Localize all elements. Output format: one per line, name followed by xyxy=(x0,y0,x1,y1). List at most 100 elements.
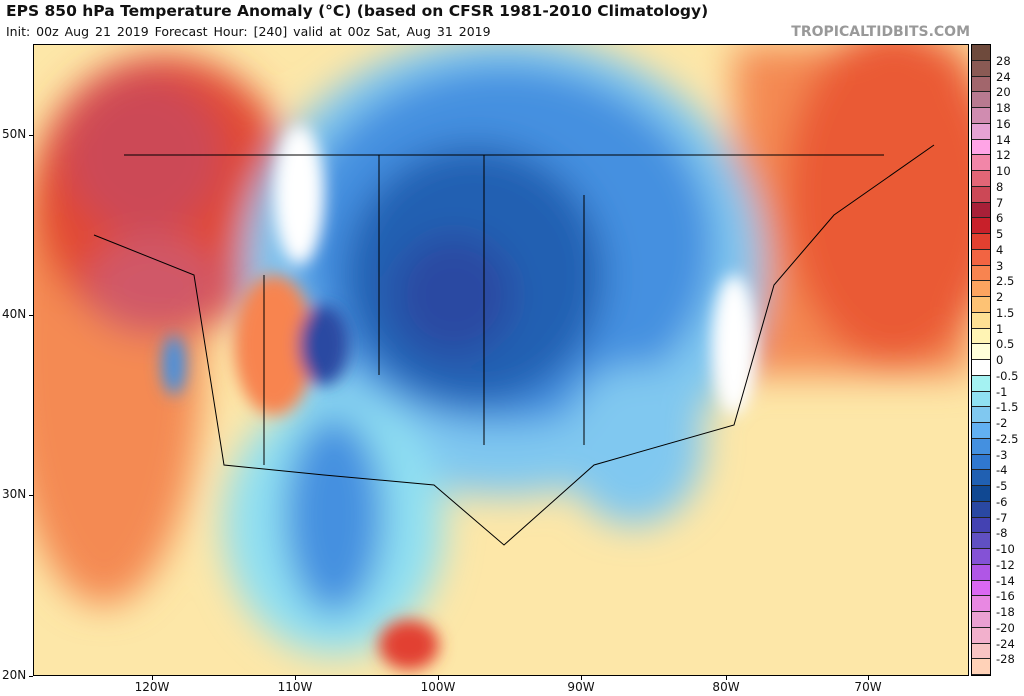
colorbar-segment xyxy=(972,375,990,392)
colorbar-label: 2 xyxy=(996,290,1004,304)
longitude-label: 100W xyxy=(420,680,456,694)
colorbar-label: 3 xyxy=(996,258,1004,273)
colorbar-segment xyxy=(972,281,990,297)
latitude-label: 20N xyxy=(2,668,27,682)
colorbar-label: -1.5 xyxy=(996,400,1019,415)
colorbar-label: 1.5 xyxy=(996,305,1015,320)
colorbar-label: -5 xyxy=(996,479,1008,493)
colorbar-segment xyxy=(972,186,990,203)
colorbar-segment xyxy=(972,612,990,628)
longitude-label: 120W xyxy=(134,680,170,694)
latitude-label: 50N xyxy=(2,127,27,141)
colorbar-segment xyxy=(972,108,990,124)
colorbar-segment xyxy=(972,312,990,329)
colorbar-segment xyxy=(972,92,990,108)
colorbar-segment xyxy=(972,202,990,219)
map-field xyxy=(34,45,968,675)
colorbar-label: 24 xyxy=(996,69,1011,84)
colorbar-label: 2.5 xyxy=(996,274,1015,289)
temperature-anomaly-map xyxy=(33,44,969,676)
colorbar xyxy=(971,44,991,676)
axis-tick xyxy=(726,676,727,680)
colorbar-label: 20 xyxy=(996,85,1011,100)
colorbar-segment xyxy=(972,454,990,471)
colorbar-segment xyxy=(972,470,990,486)
colorbar-label: 14 xyxy=(996,132,1011,147)
colorbar-label: 6 xyxy=(996,211,1004,226)
colorbar-segment xyxy=(972,123,990,140)
colorbar-segment xyxy=(972,533,990,549)
axis-tick xyxy=(29,495,33,496)
colorbar-label: -14 xyxy=(996,573,1015,588)
axis-tick xyxy=(295,676,296,680)
colorbar-segment xyxy=(972,423,990,439)
colorbar-segment xyxy=(972,139,990,156)
colorbar-segment xyxy=(972,564,990,581)
latitude-label: 30N xyxy=(2,487,27,501)
colorbar-segment xyxy=(972,234,990,250)
colorbar-segment xyxy=(972,249,990,266)
colorbar-segment xyxy=(972,360,990,376)
colorbar-label: -3 xyxy=(996,447,1008,462)
colorbar-label: 16 xyxy=(996,116,1011,131)
colorbar-label: -0.5 xyxy=(996,368,1019,383)
axis-tick xyxy=(581,676,582,680)
colorbar-segment xyxy=(972,580,990,597)
colorbar-label: -12 xyxy=(996,557,1015,572)
colorbar-segment xyxy=(972,486,990,502)
colorbar-segment xyxy=(972,265,990,282)
colorbar-label: -2 xyxy=(996,416,1008,430)
colorbar-segment xyxy=(972,627,990,644)
colorbar-label: -28 xyxy=(996,652,1015,667)
colorbar-segment xyxy=(972,517,990,534)
colorbar-segment xyxy=(972,60,990,77)
colorbar-segment xyxy=(972,659,990,675)
colorbar-label: -20 xyxy=(996,620,1015,635)
axis-tick xyxy=(868,676,869,680)
colorbar-segment xyxy=(972,501,990,518)
colorbar-label: 0.5 xyxy=(996,337,1015,352)
axis-tick xyxy=(152,676,153,680)
colorbar-segment xyxy=(972,438,990,455)
colorbar-segment xyxy=(972,297,990,313)
colorbar-label: -8 xyxy=(996,526,1008,541)
map-subtitle: Init: 00z Aug 21 2019 Forecast Hour: [24… xyxy=(6,24,491,39)
brand-watermark: TROPICALTIDBITS.COM xyxy=(791,24,970,40)
colorbar-label: -6 xyxy=(996,494,1008,509)
colorbar-segment xyxy=(972,171,990,187)
colorbar-segment xyxy=(972,344,990,360)
colorbar-segment xyxy=(972,643,990,660)
colorbar-label: -16 xyxy=(996,589,1015,604)
colorbar-label: -18 xyxy=(996,605,1015,619)
state-borders xyxy=(93,144,935,546)
colorbar-label: -4 xyxy=(996,463,1008,478)
colorbar-segment xyxy=(972,328,990,345)
colorbar-segment xyxy=(972,391,990,408)
colorbar-segment xyxy=(972,155,990,171)
colorbar-segment xyxy=(972,218,990,234)
latitude-label: 40N xyxy=(2,307,27,321)
longitude-label: 80W xyxy=(712,680,740,694)
colorbar-label: 10 xyxy=(996,164,1011,178)
colorbar-segment xyxy=(972,76,990,93)
axis-tick xyxy=(29,676,33,677)
colorbar-label: 28 xyxy=(996,53,1011,68)
colorbar-label: -24 xyxy=(996,636,1015,651)
axis-tick xyxy=(438,676,439,680)
colorbar-segment xyxy=(972,407,990,423)
longitude-label: 70W xyxy=(854,680,882,694)
map-title: EPS 850 hPa Temperature Anomaly (°C) (ba… xyxy=(6,2,709,20)
colorbar-label: 12 xyxy=(996,148,1011,163)
colorbar-label: 18 xyxy=(996,101,1011,115)
axis-tick xyxy=(29,135,33,136)
colorbar-label: -1 xyxy=(996,384,1008,399)
colorbar-label: 8 xyxy=(996,179,1004,194)
longitude-label: 90W xyxy=(567,680,595,694)
colorbar-label: 1 xyxy=(996,321,1004,336)
colorbar-label: 0 xyxy=(996,353,1004,367)
colorbar-label: -10 xyxy=(996,542,1015,556)
colorbar-label: -7 xyxy=(996,510,1008,525)
colorbar-segment xyxy=(972,549,990,565)
colorbar-label: 5 xyxy=(996,227,1004,241)
colorbar-label: -2.5 xyxy=(996,431,1019,446)
